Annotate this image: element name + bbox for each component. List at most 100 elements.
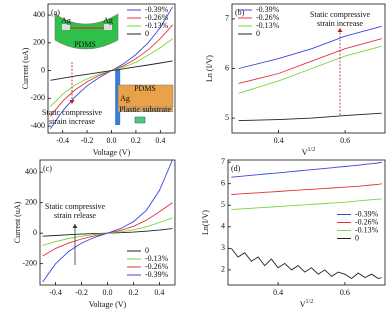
y-tick-label: 2 <box>221 265 225 274</box>
legend-label: 0 <box>256 29 260 38</box>
x-tick-label: -0.4 <box>49 288 62 297</box>
x-axis-label-sup: 1/2 <box>306 299 314 305</box>
x-tick-label: 0.4 <box>154 288 164 297</box>
panel: 0.40.61234567-0.39%-0.26%-0.13%0(d)V1/2L… <box>201 157 386 309</box>
inset-label: Plastic substrate <box>119 105 171 114</box>
annotation: strain release <box>54 211 96 220</box>
annotation-arrowhead <box>72 224 78 228</box>
y-tick-label: 5 <box>225 113 229 122</box>
inset-electrode <box>62 24 70 30</box>
series-line <box>231 161 382 178</box>
x-axis-label-main: V <box>300 300 306 309</box>
x-tick-label: -0.4 <box>56 136 69 145</box>
y-tick-label: 6 <box>225 63 229 72</box>
series-line <box>238 112 382 122</box>
inset-label: PDMS <box>74 40 96 49</box>
y-tick-label: 400 <box>25 167 37 176</box>
series-line <box>231 198 382 211</box>
x-tick-label: 0.2 <box>131 136 141 145</box>
x-tick-label: 0.0 <box>107 136 117 145</box>
plot-frame <box>47 3 176 134</box>
annotation: strain increase <box>49 117 95 126</box>
y-tick-label: 200 <box>25 198 37 207</box>
annotation-arrowhead <box>69 100 75 104</box>
series-line <box>238 25 382 69</box>
panel-label: (d) <box>231 164 241 173</box>
y-tick-label: 4 <box>221 222 225 231</box>
legend-label: -0.39% <box>256 5 280 14</box>
legend-label: -0.39% <box>145 5 169 14</box>
inset-bent-film <box>54 13 119 50</box>
panel-label: (c) <box>43 164 52 173</box>
plot-frame <box>39 159 176 286</box>
panel: 0.4 0.6 5 6 7 -0.39%-0.26%-0.13%0 (b) V1/2 Ln (I… <box>205 3 386 157</box>
panel: -0.4 -0.2 0.0 0.2 0.4 -400 -200 0 200 400 Ag Ag PDMS… <box>21 3 176 157</box>
x-axis-label: Voltage (V) <box>93 148 131 157</box>
inset-label: Ag <box>120 94 130 103</box>
legend-label: 0 <box>355 233 359 242</box>
legend-label: -0.39% <box>145 270 169 279</box>
x-tick-label: 0.6 <box>340 136 350 145</box>
series-line <box>50 60 173 81</box>
y-axis-label: Ln (I/V) <box>205 55 214 82</box>
legend-label: 0 <box>145 246 149 255</box>
x-tick-label: 0.0 <box>103 288 113 297</box>
y-tick-label: 6 <box>221 179 225 188</box>
y-tick-label: 0 <box>41 65 45 74</box>
y-axis-label: Ln(I/V) <box>201 210 210 235</box>
inset-bar <box>115 70 121 125</box>
legend-label: -0.39% <box>355 209 379 218</box>
legend-label: -0.13% <box>145 254 169 263</box>
y-tick-label: 3 <box>221 243 225 252</box>
annotation: Static compressive <box>310 10 371 19</box>
series-line <box>230 248 382 280</box>
inset-label: PDMS <box>134 84 156 93</box>
x-tick-label: 0.4 <box>155 136 165 145</box>
plot-frame <box>227 159 386 286</box>
series-line <box>42 160 173 283</box>
y-tick-label: 400 <box>33 10 45 19</box>
x-axis-label-main: Voltage (V) <box>93 148 131 157</box>
legend-label: -0.13% <box>355 225 379 234</box>
x-axis-label: Voltage (V) <box>89 300 127 309</box>
legend-label: -0.13% <box>145 21 169 30</box>
annotation: strain increase <box>317 19 363 28</box>
x-tick-label: -0.2 <box>75 288 88 297</box>
y-tick-label: -200 <box>22 258 37 267</box>
annotation-arrowhead <box>337 28 343 32</box>
legend-label: 0 <box>145 29 149 38</box>
y-tick-label: 7 <box>221 157 225 166</box>
y-tick-label: 7 <box>225 14 229 23</box>
inset-substrate <box>118 107 173 112</box>
panel-label: (b) <box>235 8 245 17</box>
legend-label: -0.13% <box>256 21 280 30</box>
panel: -0.4 -0.2 0.0 0.2 0.4-20002004000-0.13%-0.26… <box>13 159 176 309</box>
x-tick-label: 0.6 <box>340 288 350 297</box>
series-line <box>42 217 173 246</box>
legend-label: -0.26% <box>145 13 169 22</box>
y-axis-label: Current (uA) <box>13 201 22 243</box>
y-tick-label: 200 <box>33 38 45 47</box>
y-tick-label: 5 <box>221 200 225 209</box>
inset-source <box>134 116 146 124</box>
annotation: Static compressive <box>42 108 103 117</box>
plot-frame <box>231 3 386 134</box>
series-line <box>238 45 382 94</box>
x-axis-label-sup: 1/2 <box>308 147 316 153</box>
x-axis-label: V1/2 <box>300 299 313 308</box>
x-axis-label-main: Voltage (V) <box>89 300 127 309</box>
inset-label: Ag <box>103 16 113 25</box>
x-tick-label: -0.2 <box>81 136 94 145</box>
y-axis-label: Current (uA) <box>21 47 30 89</box>
panel-label: (a) <box>51 8 60 17</box>
y-tick-label: -200 <box>30 93 45 102</box>
inset-label: Ag <box>61 16 71 25</box>
series-line <box>231 183 382 195</box>
series-line <box>42 228 173 237</box>
x-tick-label: 0.2 <box>128 288 138 297</box>
legend-label: -0.26% <box>355 217 379 226</box>
series-line <box>238 38 382 84</box>
x-axis-label: V1/2 <box>302 147 315 156</box>
x-axis-label-main: V <box>302 148 308 157</box>
